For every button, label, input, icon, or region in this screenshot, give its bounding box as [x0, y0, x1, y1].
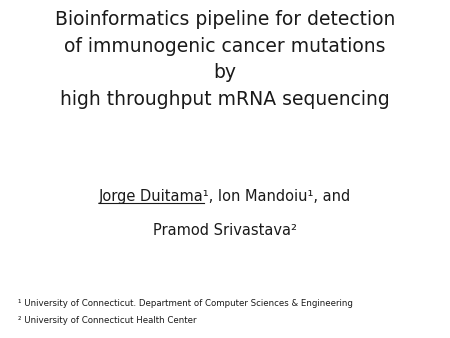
Text: ² University of Connecticut Health Center: ² University of Connecticut Health Cente…	[18, 316, 197, 325]
Text: Jorge Duitama¹, Ion Mandoiu¹, and: Jorge Duitama¹, Ion Mandoiu¹, and	[99, 189, 351, 204]
Text: Pramod Srivastava²: Pramod Srivastava²	[153, 223, 297, 238]
Text: ¹ University of Connecticut. Department of Computer Sciences & Engineering: ¹ University of Connecticut. Department …	[18, 299, 353, 308]
Text: Bioinformatics pipeline for detection
of immunogenic cancer mutations
by
high th: Bioinformatics pipeline for detection of…	[55, 10, 395, 108]
